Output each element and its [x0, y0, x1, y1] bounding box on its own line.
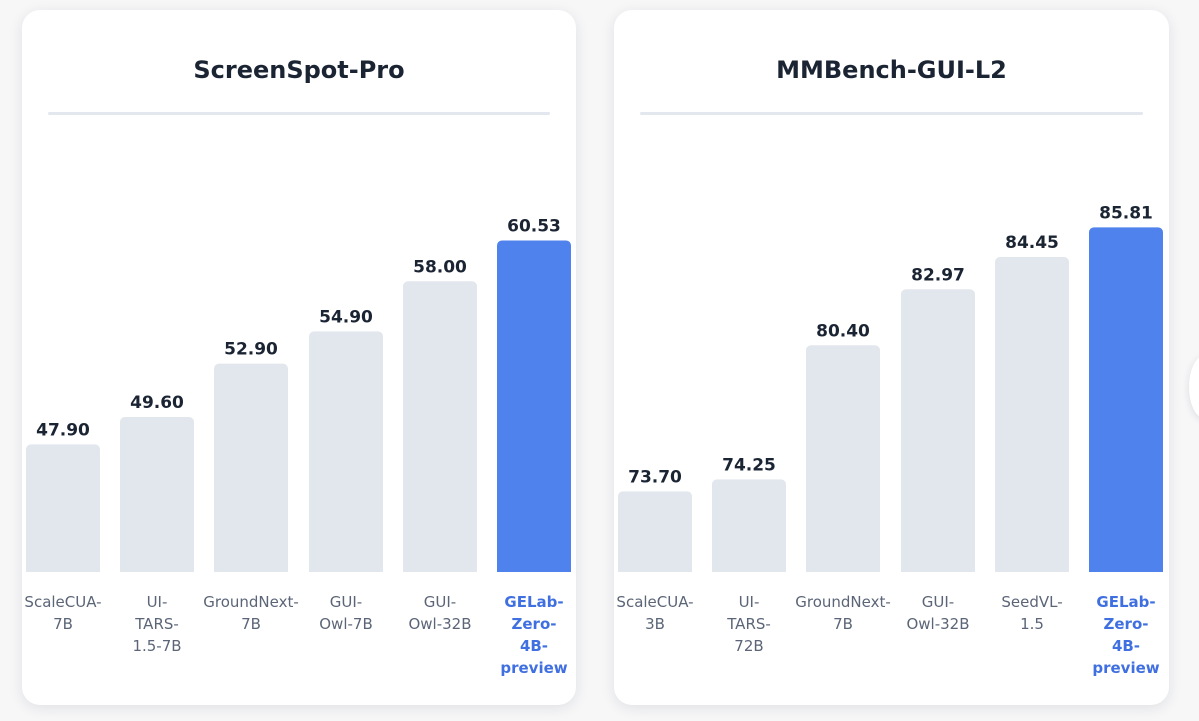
- category-label-groundnext-7b: GroundNext- 7B: [203, 593, 299, 633]
- baseline-mask: [614, 572, 1169, 582]
- bar-value-label: 74.25: [722, 455, 776, 475]
- bar-groundnext-7b: [806, 345, 880, 578]
- baseline-mask: [22, 572, 576, 582]
- bar-seedvl-1-5: [995, 256, 1069, 578]
- category-label-gelab-zero-4b-preview: GELab- Zero- 4B-preview: [500, 593, 568, 677]
- title-divider: [48, 112, 550, 115]
- bar-value-label: 58.00: [413, 257, 467, 277]
- bar-value-label: 49.60: [130, 393, 184, 413]
- chart-title: MMBench-GUI-L2: [776, 56, 1007, 84]
- bar-ui-tars-1-5-7b: [120, 416, 194, 578]
- bar-value-label: 52.90: [224, 340, 278, 360]
- bar-gui-owl-7b: [309, 331, 383, 578]
- bar-gelab-zero-4b-preview: [1089, 227, 1163, 579]
- bar-scalecua-3b: [618, 491, 692, 578]
- scroll-handle[interactable]: [1189, 356, 1199, 418]
- bar-ui-tars-72b: [712, 479, 786, 578]
- bar-value-label: 60.53: [507, 216, 561, 236]
- bar-scalecua-7b: [26, 444, 100, 578]
- category-label-seedvl-1-5: SeedVL- 1.5: [1001, 593, 1063, 633]
- bar-value-label: 85.81: [1099, 203, 1153, 223]
- category-label-gui-owl-7b: GUI- Owl-7B: [319, 593, 373, 633]
- bar-gui-owl-32b: [901, 289, 975, 578]
- bar-value-label: 47.90: [36, 420, 90, 440]
- category-label-gelab-zero-4b-preview: GELab- Zero- 4B-preview: [1092, 593, 1160, 677]
- bar-plot: 73.70 74.25 80.40 82.97 84.45 85.81: [614, 203, 1169, 582]
- bar-value-label: 54.90: [319, 307, 373, 327]
- category-label-gui-owl-32b: GUI- Owl-32B: [408, 593, 472, 633]
- category-label-groundnext-7b: GroundNext- 7B: [795, 593, 891, 633]
- bar-value-label: 82.97: [911, 265, 965, 285]
- category-label-gui-owl-32b: GUI- Owl-32B: [906, 593, 970, 633]
- bar-groundnext-7b: [214, 363, 288, 578]
- mmbench-gui-l2-chart-card: MMBench-GUI-L2 73.70 74.25 80.40 82.97 84.45…: [614, 10, 1169, 705]
- bar-gui-owl-32b: [403, 281, 477, 578]
- bar-value-label: 84.45: [1005, 233, 1059, 253]
- bar-plot: 47.90 49.60 52.90 54.90 58.00 60.53: [22, 216, 576, 582]
- category-label-scalecua-7b: ScaleCUA- 7B: [24, 593, 102, 633]
- category-label-ui-tars-1-5-7b: UI- TARS- 1.5-7B: [132, 593, 182, 655]
- bar-value-label: 80.40: [816, 321, 870, 341]
- title-divider: [640, 112, 1143, 115]
- screenspot-pro-chart-card: ScreenSpot-Pro 47.90 49.60 52.90 54.90 58.00…: [22, 10, 576, 705]
- bar-value-label: 73.70: [628, 467, 682, 487]
- chart-title: ScreenSpot-Pro: [193, 56, 405, 84]
- category-label-scalecua-3b: ScaleCUA- 3B: [616, 593, 694, 633]
- category-label-ui-tars-72b: UI- TARS- 72B: [727, 593, 771, 655]
- bar-gelab-zero-4b-preview: [497, 240, 571, 579]
